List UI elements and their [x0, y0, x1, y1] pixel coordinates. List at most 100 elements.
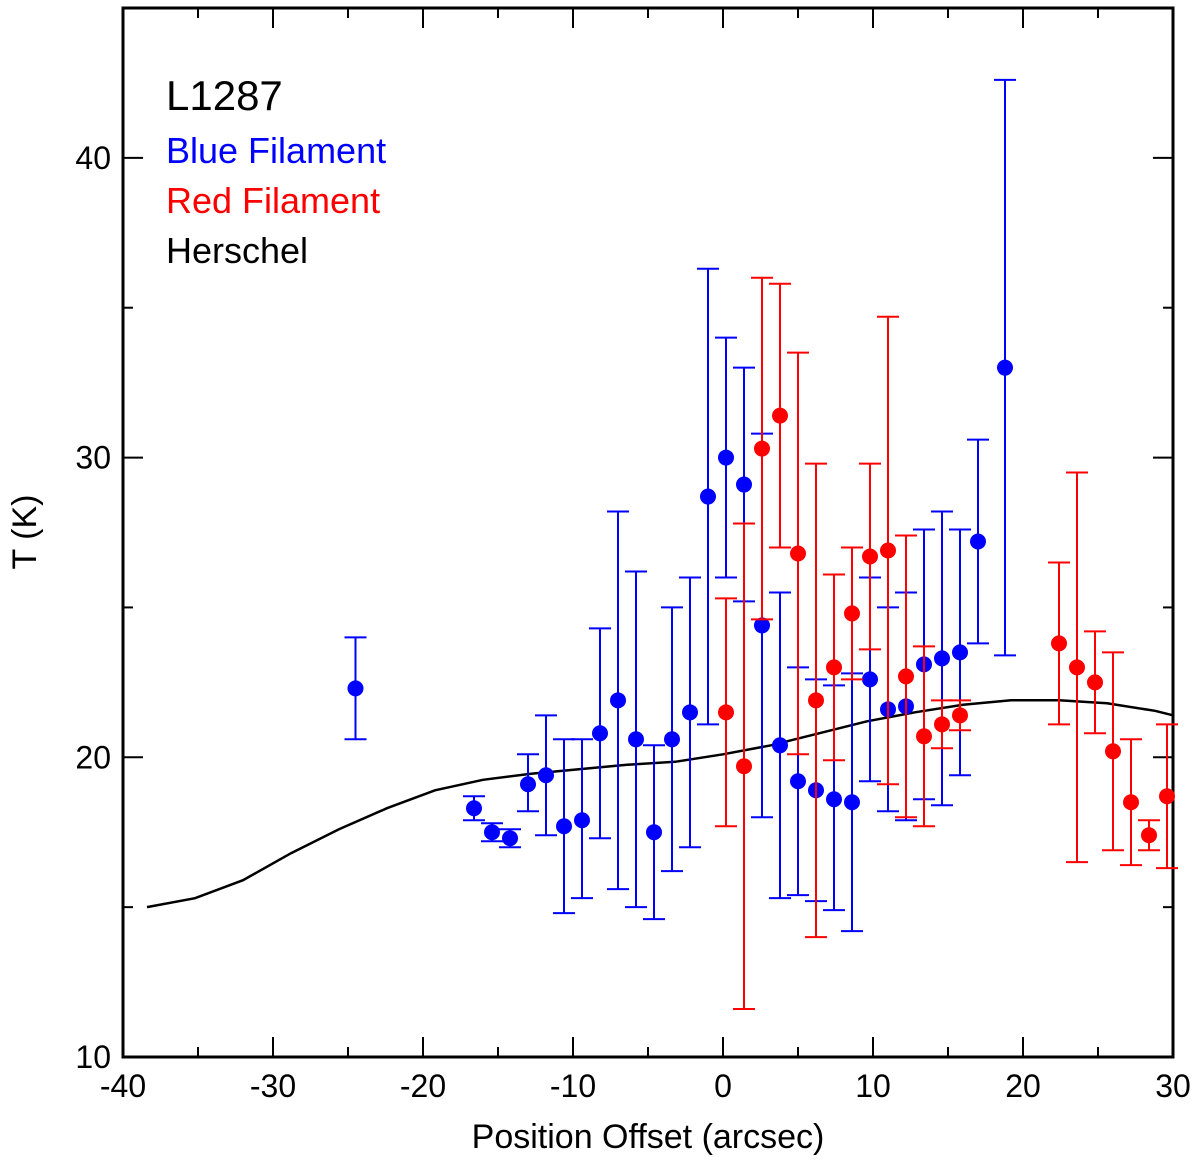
blue-filament-marker	[682, 704, 698, 721]
red-filament-point	[841, 546, 863, 681]
blue-filament-point	[994, 78, 1016, 657]
red-filament-marker	[1087, 674, 1103, 691]
red-filament-marker	[844, 605, 860, 622]
red-filament-marker	[1051, 635, 1067, 652]
blue-filament-marker	[934, 650, 950, 667]
x-tick-label: -10	[550, 1068, 596, 1104]
blue-filament-marker	[997, 359, 1013, 376]
blue-filament-point	[661, 606, 683, 873]
blue-filament-marker	[538, 767, 554, 784]
x-tick-label: 20	[1005, 1068, 1041, 1104]
blue-filament-marker	[592, 725, 608, 742]
blue-filament-point	[553, 738, 575, 915]
red-filament-marker	[952, 707, 968, 724]
red-filament-marker	[826, 659, 842, 676]
x-tick-label: 30	[1155, 1068, 1191, 1104]
red-filament-point	[751, 276, 773, 621]
red-filament-point	[1138, 819, 1160, 852]
red-filament-marker	[916, 728, 932, 745]
blue-filament-marker	[754, 617, 770, 634]
blue-filament-marker	[844, 794, 860, 811]
x-tick-label: 0	[714, 1068, 732, 1104]
red-filament-marker	[790, 545, 806, 562]
red-filament-point	[859, 462, 881, 651]
x-axis-title: Position Offset (arcsec)	[472, 1118, 825, 1156]
red-filament-point	[805, 462, 827, 939]
legend-title: L1287	[166, 72, 283, 119]
red-filament-point	[769, 282, 791, 549]
blue-filament-point	[535, 714, 557, 837]
blue-filament-marker	[790, 773, 806, 790]
blue-filament-marker	[862, 671, 878, 688]
blue-filament-marker	[484, 824, 500, 841]
legend-herschel: Herschel	[166, 230, 308, 271]
blue-filament-marker	[556, 818, 572, 835]
blue-filament-point	[481, 822, 503, 843]
blue-filament-marker	[952, 644, 968, 661]
x-tick-label: -20	[400, 1068, 446, 1104]
legend-blue-filament: Blue Filament	[166, 130, 386, 171]
x-tick-label: -30	[250, 1068, 296, 1104]
red-filament-marker	[862, 548, 878, 565]
blue-filament-point	[967, 438, 989, 645]
blue-filament-point	[571, 738, 593, 900]
blue-filament-point	[589, 627, 611, 840]
blue-filament-marker	[502, 830, 518, 847]
blue-filament-marker	[574, 812, 590, 829]
blue-filament-point	[517, 753, 539, 813]
blue-filament-marker	[970, 533, 986, 550]
blue-filament-marker	[700, 488, 716, 505]
red-filament-point	[1066, 471, 1088, 864]
x-tick-label: -40	[100, 1068, 146, 1104]
blue-filament-marker	[347, 680, 364, 697]
herschel-series	[146, 699, 1174, 909]
blue-filament-point	[344, 636, 367, 741]
blue-filament-point	[643, 744, 665, 921]
blue-filament-point	[625, 570, 647, 909]
red-filament-point	[1156, 723, 1178, 870]
red-filament-point	[787, 351, 809, 756]
blue-filament-point	[679, 576, 701, 849]
blue-filament-marker	[520, 776, 536, 793]
y-tick-label: 30	[75, 440, 111, 476]
red-filament-marker	[880, 542, 896, 559]
red-filament-point	[733, 522, 755, 1011]
red-filament-point	[931, 699, 953, 750]
red-filament-marker	[1141, 827, 1157, 844]
red-filament-marker	[772, 407, 788, 424]
blue-filament-point	[841, 672, 863, 933]
blue-filament-series	[344, 78, 1016, 933]
blue-filament-marker	[826, 791, 842, 808]
blue-filament-point	[499, 828, 521, 849]
red-filament-point	[1102, 651, 1124, 852]
red-filament-marker	[736, 758, 752, 775]
blue-filament-point	[949, 528, 971, 777]
legend-red-filament: Red Filament	[166, 180, 380, 221]
blue-filament-marker	[646, 824, 662, 841]
red-filament-marker	[934, 716, 950, 733]
blue-filament-point	[931, 510, 953, 807]
y-axis-title: T (K)	[6, 495, 44, 570]
red-filament-marker	[1069, 659, 1085, 676]
blue-filament-marker	[736, 476, 752, 493]
red-filament-point	[949, 699, 971, 732]
blue-filament-marker	[664, 731, 680, 748]
red-filament-marker	[754, 440, 770, 457]
blue-filament-marker	[718, 449, 734, 466]
red-filament-point	[1048, 561, 1070, 726]
y-tick-label: 40	[75, 140, 111, 176]
blue-filament-marker	[628, 731, 644, 748]
x-tick-label: 10	[855, 1068, 891, 1104]
red-filament-point	[895, 534, 917, 819]
red-filament-point	[913, 645, 935, 828]
blue-filament-marker	[466, 800, 482, 817]
red-filament-marker	[1105, 743, 1121, 760]
y-tick-label: 10	[75, 1039, 111, 1075]
red-filament-series	[715, 276, 1178, 1011]
red-filament-point	[1084, 630, 1106, 735]
red-filament-point	[823, 573, 845, 762]
red-filament-marker	[808, 692, 824, 709]
blue-filament-point	[463, 795, 485, 822]
red-filament-marker	[718, 704, 734, 721]
red-filament-point	[1120, 738, 1142, 867]
